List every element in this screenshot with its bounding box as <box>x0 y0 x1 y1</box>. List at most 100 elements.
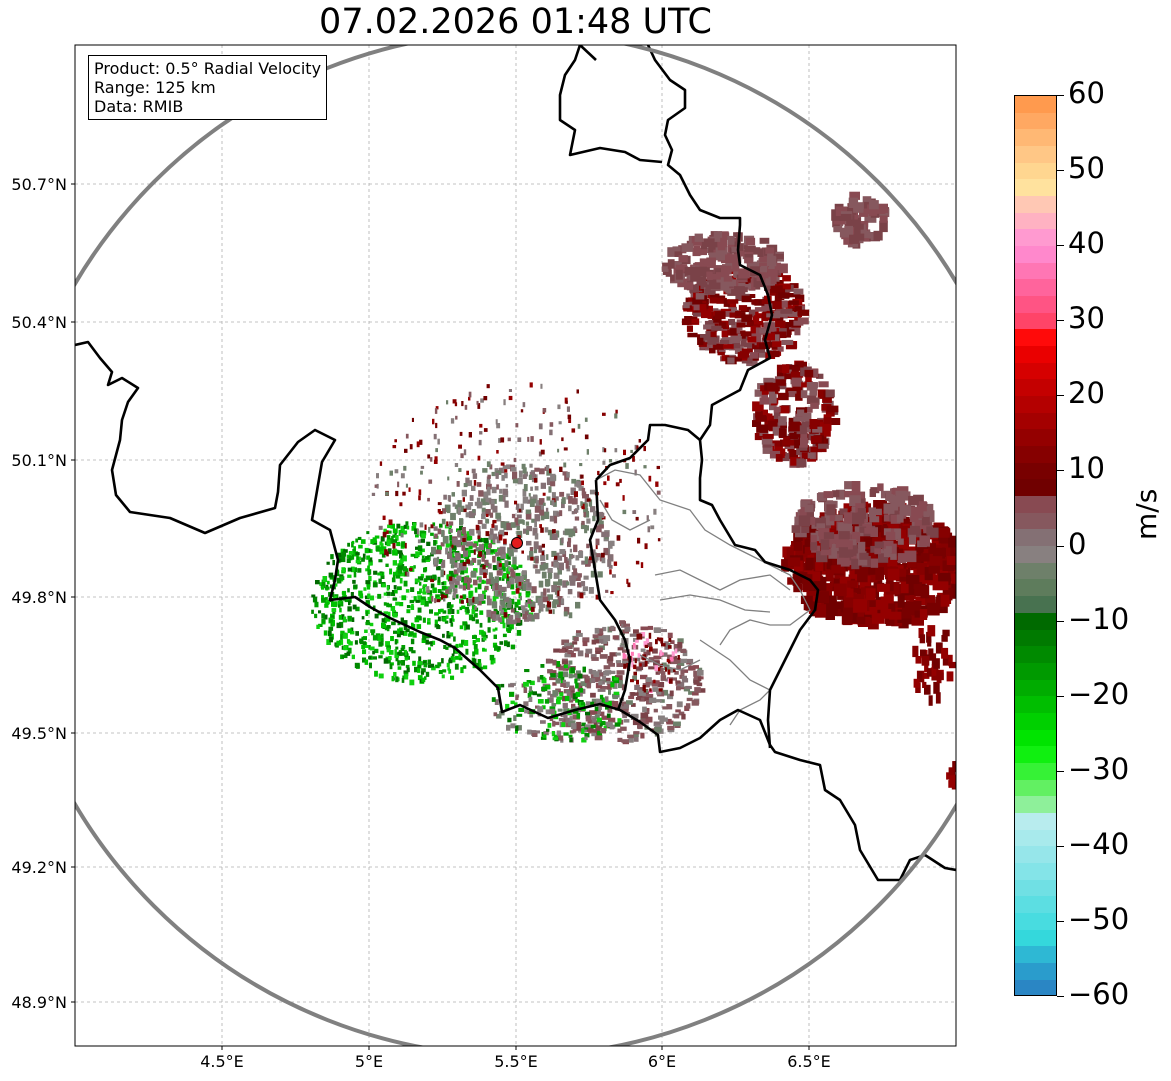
echo-pixel <box>574 516 580 521</box>
echo-pixel <box>477 559 481 566</box>
echo-pixel <box>951 573 956 584</box>
echo-pixel <box>438 609 441 614</box>
echo-pixel <box>392 597 398 601</box>
echo-pixel <box>545 709 550 715</box>
echo-pixel <box>333 596 337 600</box>
echo-pixel <box>561 501 565 509</box>
echo-pixel <box>529 550 534 559</box>
echo-pixel <box>885 531 896 540</box>
echo-pixel <box>447 552 453 559</box>
echo-pixel <box>542 596 549 603</box>
echo-pixel <box>417 675 423 681</box>
echo-pixel <box>883 503 895 514</box>
echo-pixel <box>483 594 487 600</box>
echo-pixel <box>633 664 637 670</box>
echo-pixel <box>855 202 864 210</box>
echo-pixel <box>610 682 615 688</box>
echo-pixel <box>519 596 522 601</box>
echo-pixel <box>494 645 498 651</box>
echo-pixel <box>732 356 742 362</box>
echo-pixel <box>435 448 438 453</box>
echo-pixel <box>568 505 572 512</box>
echo-pixel <box>380 633 384 638</box>
echo-pixel <box>769 450 781 459</box>
echo-pixel <box>574 481 579 487</box>
echo-pixel <box>560 738 564 743</box>
echo-pixel <box>947 544 956 558</box>
echo-pixel <box>607 721 613 727</box>
echo-pixel <box>659 650 663 657</box>
echo-pixel <box>582 586 588 592</box>
echo-pixel <box>430 583 435 589</box>
echo-pixel <box>677 642 683 648</box>
echo-pixel <box>703 335 711 341</box>
echo-pixel <box>924 662 929 673</box>
radar-site-marker[interactable] <box>511 537 523 549</box>
echo-pixel <box>464 547 469 552</box>
echo-pixel <box>787 557 801 567</box>
echo-pixel <box>676 701 683 708</box>
echo-pixel <box>543 731 549 736</box>
echo-pixel <box>789 293 801 298</box>
echo-pixel <box>591 716 597 720</box>
echo-pixel <box>953 761 956 768</box>
echo-pixel <box>483 580 487 584</box>
echo-pixel <box>556 696 563 700</box>
echo-pixel <box>316 624 320 629</box>
echo-pixel <box>916 563 928 575</box>
echo-pixel <box>359 593 364 599</box>
echo-pixel <box>723 344 734 349</box>
echo-pixel <box>546 554 549 560</box>
echo-pixel <box>656 465 660 470</box>
echo-pixel <box>666 658 670 662</box>
echo-pixel <box>928 695 933 706</box>
echo-pixel <box>755 411 763 418</box>
echo-pixel <box>666 720 674 725</box>
echo-pixel <box>591 639 597 645</box>
echo-pixel <box>524 669 530 673</box>
echo-pixel <box>418 581 422 586</box>
echo-pixel <box>805 376 812 386</box>
echo-pixel <box>566 645 573 649</box>
echo-pixel <box>574 508 579 513</box>
echo-pixel <box>674 250 683 257</box>
echo-pixel <box>577 582 582 588</box>
echo-pixel <box>954 567 956 576</box>
echo-pixel <box>921 656 930 666</box>
echo-pixel <box>588 556 593 561</box>
colorbar-tick-mark <box>1057 620 1064 622</box>
echo-pixel <box>693 670 699 677</box>
echo-pixel <box>769 393 777 404</box>
echo-pixel <box>656 490 661 495</box>
echo-pixel <box>343 616 347 622</box>
echo-pixel <box>440 569 444 576</box>
echo-pixel <box>473 579 478 586</box>
echo-pixel <box>491 471 495 477</box>
echo-pixel <box>442 559 446 568</box>
echo-pixel <box>340 630 345 635</box>
echo-pixel <box>599 723 603 727</box>
echo-pixel <box>691 318 698 324</box>
echo-pixel <box>699 676 704 680</box>
echo-pixel <box>575 699 580 703</box>
echo-pixel <box>595 545 598 550</box>
echo-pixel <box>516 526 520 531</box>
echo-pixel <box>704 305 713 312</box>
echo-pixel <box>400 647 405 651</box>
echo-pixel <box>401 541 406 547</box>
echo-pixel <box>690 273 699 282</box>
echo-pixel <box>606 658 613 664</box>
colorbar-segment <box>1015 312 1056 330</box>
echo-pixel <box>395 551 398 556</box>
echo-pixel <box>569 548 572 553</box>
echo-pixel <box>362 641 367 648</box>
echo-pixel <box>507 599 512 608</box>
echo-pixel <box>667 259 675 269</box>
echo-pixel <box>640 712 649 719</box>
echo-pixel <box>388 603 392 608</box>
echo-pixel <box>549 670 557 675</box>
echo-pixel <box>441 674 445 679</box>
echo-pixel <box>486 461 491 467</box>
echo-pixel <box>773 406 781 413</box>
